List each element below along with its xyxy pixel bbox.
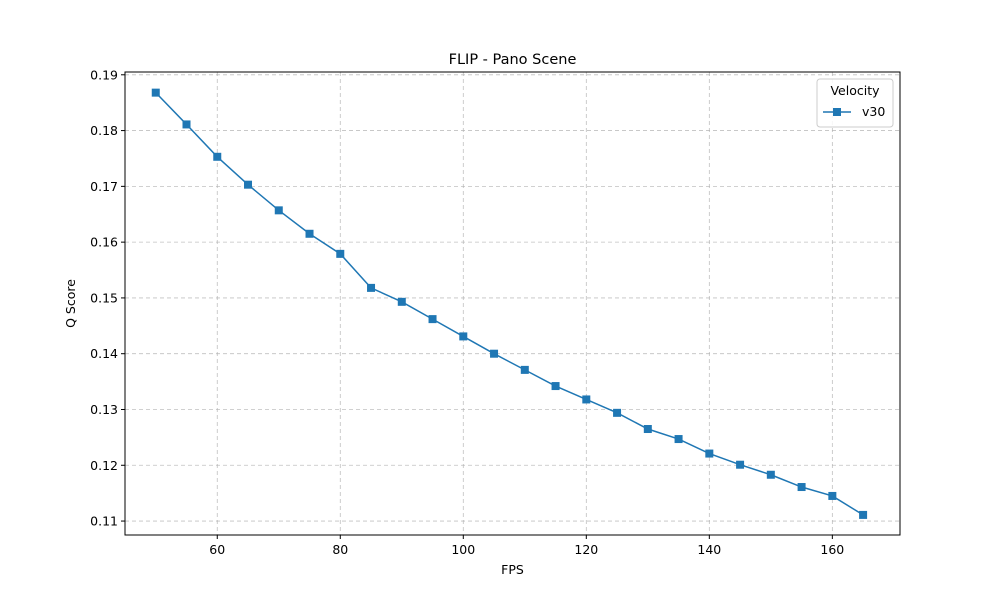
data-point: [674, 435, 683, 444]
y-axis-label: Q Score: [63, 279, 78, 328]
x-tick-label: 60: [209, 542, 225, 557]
x-axis-label: FPS: [501, 562, 524, 577]
legend: Velocity v30: [816, 78, 894, 128]
data-point: [336, 249, 345, 258]
data-point: [828, 491, 837, 500]
y-tick-label: 0.13: [90, 402, 118, 417]
y-tick-label: 0.14: [90, 346, 118, 361]
data-point: [859, 510, 868, 519]
y-tick-label: 0.11: [90, 514, 118, 529]
axis-ticks: 60 80 100 120 140 160 0.11 0.12 0.13 0.14 0.15 0.16…: [90, 67, 844, 557]
data-point: [367, 283, 376, 292]
data-point: [520, 365, 529, 374]
legend-title: Velocity: [830, 83, 880, 98]
data-point: [274, 206, 283, 215]
legend-marker-v30: [833, 108, 841, 116]
x-tick-label: 160: [820, 542, 844, 557]
y-tick-label: 0.12: [90, 458, 118, 473]
series-layer: [151, 88, 868, 519]
data-point: [151, 88, 160, 97]
data-point: [643, 425, 652, 434]
data-point: [551, 382, 560, 391]
data-point: [397, 297, 406, 306]
y-tick-label: 0.17: [90, 179, 118, 194]
data-point: [766, 470, 775, 479]
y-tick-label: 0.19: [90, 67, 118, 82]
x-tick-label: 100: [451, 542, 475, 557]
x-tick-label: 120: [574, 542, 598, 557]
data-point: [797, 483, 806, 492]
series-line-v30: [155, 92, 864, 516]
data-point: [490, 349, 499, 358]
data-point: [244, 180, 253, 189]
y-tick-label: 0.16: [90, 235, 118, 250]
plot-frame: [124, 71, 901, 536]
data-point: [459, 332, 468, 341]
x-tick-label: 140: [697, 542, 721, 557]
grid: [125, 72, 900, 535]
data-point: [305, 229, 314, 238]
y-tick-label: 0.15: [90, 290, 118, 305]
data-point: [613, 408, 622, 417]
chart-title: FLIP - Pano Scene: [449, 52, 577, 68]
data-point: [582, 395, 591, 404]
data-point: [705, 449, 714, 458]
data-point: [428, 315, 437, 324]
legend-entry-v30: v30: [862, 104, 885, 119]
data-point: [736, 460, 745, 469]
x-tick-label: 80: [332, 542, 348, 557]
data-point: [182, 120, 191, 129]
y-tick-label: 0.18: [90, 123, 118, 138]
data-point: [213, 152, 222, 161]
